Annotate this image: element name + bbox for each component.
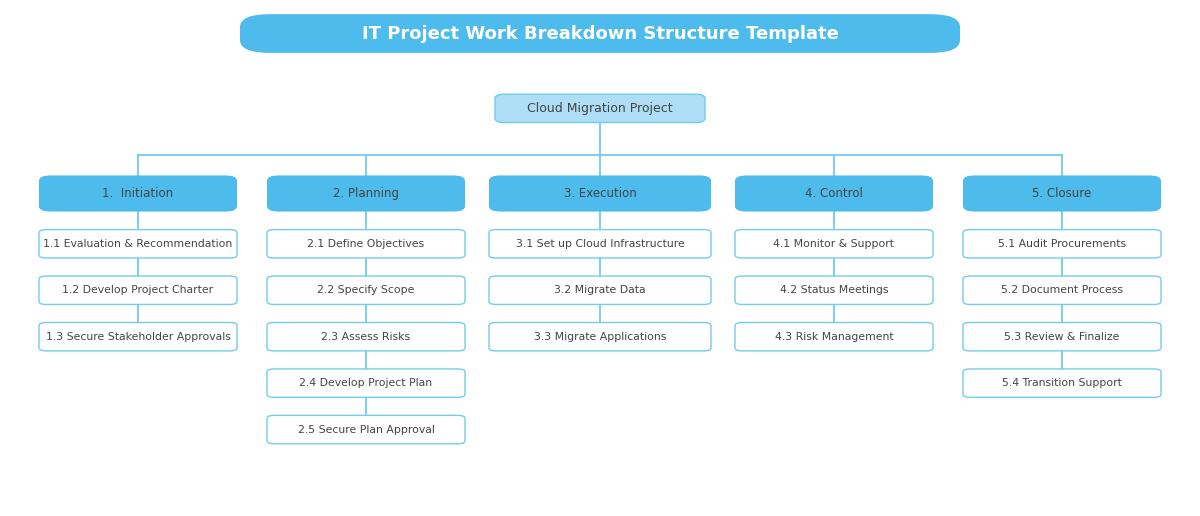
FancyBboxPatch shape xyxy=(266,415,464,444)
FancyBboxPatch shape xyxy=(490,230,710,258)
Text: 3.2 Migrate Data: 3.2 Migrate Data xyxy=(554,285,646,295)
Text: 1.3 Secure Stakeholder Approvals: 1.3 Secure Stakeholder Approvals xyxy=(46,332,230,342)
Text: 5.3 Review & Finalize: 5.3 Review & Finalize xyxy=(1004,332,1120,342)
FancyBboxPatch shape xyxy=(734,276,934,304)
Text: 4. Control: 4. Control xyxy=(805,187,863,200)
Text: 2.2 Specify Scope: 2.2 Specify Scope xyxy=(317,285,415,295)
FancyBboxPatch shape xyxy=(38,230,238,258)
FancyBboxPatch shape xyxy=(734,175,934,212)
FancyBboxPatch shape xyxy=(266,276,464,304)
Text: 3. Execution: 3. Execution xyxy=(564,187,636,200)
Text: 2.1 Define Objectives: 2.1 Define Objectives xyxy=(307,239,425,249)
FancyBboxPatch shape xyxy=(266,322,464,351)
Text: 4.1 Monitor & Support: 4.1 Monitor & Support xyxy=(774,239,894,249)
Text: 4.2 Status Meetings: 4.2 Status Meetings xyxy=(780,285,888,295)
Text: 1.2 Develop Project Charter: 1.2 Develop Project Charter xyxy=(62,285,214,295)
FancyBboxPatch shape xyxy=(490,322,710,351)
Text: 5.2 Document Process: 5.2 Document Process xyxy=(1001,285,1123,295)
Text: 1.  Initiation: 1. Initiation xyxy=(102,187,174,200)
Text: 5.1 Audit Procurements: 5.1 Audit Procurements xyxy=(998,239,1126,249)
Text: 2.5 Secure Plan Approval: 2.5 Secure Plan Approval xyxy=(298,425,434,434)
Text: 5.4 Transition Support: 5.4 Transition Support xyxy=(1002,378,1122,388)
FancyBboxPatch shape xyxy=(266,175,464,212)
FancyBboxPatch shape xyxy=(266,230,464,258)
Text: 2. Planning: 2. Planning xyxy=(334,187,398,200)
FancyBboxPatch shape xyxy=(38,276,238,304)
FancyBboxPatch shape xyxy=(240,14,960,53)
Text: Cloud Migration Project: Cloud Migration Project xyxy=(527,102,673,115)
FancyBboxPatch shape xyxy=(964,276,1162,304)
FancyBboxPatch shape xyxy=(964,369,1162,397)
Text: 2.4 Develop Project Plan: 2.4 Develop Project Plan xyxy=(300,378,432,388)
FancyBboxPatch shape xyxy=(38,175,238,212)
FancyBboxPatch shape xyxy=(734,230,934,258)
Text: 4.3 Risk Management: 4.3 Risk Management xyxy=(775,332,893,342)
FancyBboxPatch shape xyxy=(490,276,710,304)
FancyBboxPatch shape xyxy=(964,322,1162,351)
FancyBboxPatch shape xyxy=(490,175,710,212)
FancyBboxPatch shape xyxy=(266,369,464,397)
Text: 1.1 Evaluation & Recommendation: 1.1 Evaluation & Recommendation xyxy=(43,239,233,249)
FancyBboxPatch shape xyxy=(964,175,1162,212)
Text: 5. Closure: 5. Closure xyxy=(1032,187,1092,200)
Text: IT Project Work Breakdown Structure Template: IT Project Work Breakdown Structure Temp… xyxy=(361,25,839,42)
FancyBboxPatch shape xyxy=(964,230,1162,258)
Text: 3.1 Set up Cloud Infrastructure: 3.1 Set up Cloud Infrastructure xyxy=(516,239,684,249)
FancyBboxPatch shape xyxy=(496,94,704,122)
Text: 3.3 Migrate Applications: 3.3 Migrate Applications xyxy=(534,332,666,342)
FancyBboxPatch shape xyxy=(734,322,934,351)
FancyBboxPatch shape xyxy=(38,322,238,351)
Text: 2.3 Assess Risks: 2.3 Assess Risks xyxy=(322,332,410,342)
